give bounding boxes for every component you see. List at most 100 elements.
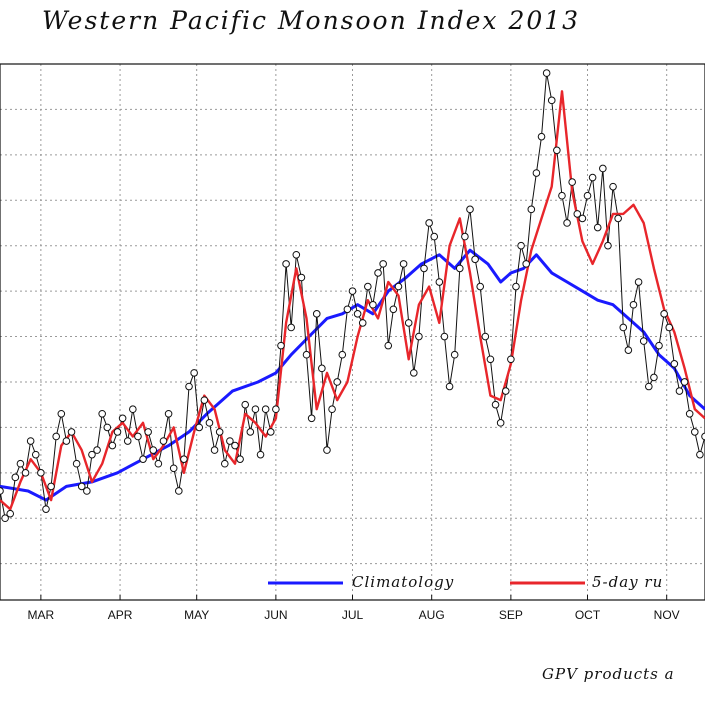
x-tick-label: MAR — [28, 608, 55, 622]
daily-point — [16, 459, 25, 468]
daily-point — [302, 350, 311, 359]
daily-point — [343, 305, 352, 314]
daily-point — [624, 346, 633, 354]
daily-point — [404, 319, 413, 327]
legend: Climatology 5-day ru — [268, 573, 663, 591]
daily-point — [609, 182, 617, 191]
daily-point — [410, 369, 418, 377]
daily-point — [650, 373, 658, 382]
daily-point — [180, 455, 188, 463]
daily-point — [675, 387, 684, 395]
daily-point — [685, 409, 694, 418]
daily-point — [578, 214, 587, 223]
daily-point — [312, 310, 321, 318]
daily-point — [26, 437, 35, 445]
footer-credit: GPV products a — [542, 665, 675, 683]
running-mean-series — [0, 90, 705, 511]
daily-point — [440, 332, 449, 341]
daily-point — [634, 278, 643, 286]
daily-point — [139, 455, 147, 463]
x-tick-label: NOV — [654, 608, 680, 622]
daily-point — [67, 428, 76, 436]
daily-point — [522, 260, 530, 268]
daily-point — [690, 428, 699, 436]
daily-point — [593, 223, 602, 232]
daily-point — [129, 405, 137, 414]
daily-point — [292, 250, 301, 259]
daily-point — [21, 469, 30, 477]
daily-point — [1, 514, 9, 523]
daily-point — [144, 428, 152, 436]
daily-point — [553, 146, 561, 155]
daily-point — [37, 469, 45, 477]
daily-point — [103, 423, 112, 432]
chart-title: Western Pacific Monsoon Index 2013 — [42, 6, 581, 35]
daily-point — [241, 400, 250, 409]
daily-point — [461, 232, 469, 241]
daily-point — [563, 219, 571, 227]
daily-point — [185, 382, 193, 391]
daily-point — [369, 300, 377, 309]
daily-point — [98, 409, 106, 418]
daily-point — [77, 482, 86, 491]
daily-point — [670, 359, 679, 368]
daily-point — [62, 437, 71, 445]
daily-point — [701, 432, 705, 441]
daily-point — [537, 132, 546, 141]
x-tick-label: JUN — [264, 608, 287, 622]
daily-point — [491, 400, 500, 409]
daily-point — [134, 432, 142, 441]
daily-point — [88, 450, 96, 459]
daily-point — [42, 505, 50, 513]
daily-point — [415, 332, 423, 341]
daily-point — [496, 419, 505, 427]
x-tick-label: MAY — [184, 608, 209, 622]
daily-point — [573, 210, 582, 218]
daily-point — [517, 241, 525, 250]
daily-point — [261, 405, 270, 414]
daily-point — [93, 446, 101, 454]
daily-point — [231, 441, 239, 450]
daily-point — [558, 191, 566, 200]
daily-point — [639, 337, 648, 345]
daily-point — [108, 441, 117, 450]
legend-label-climatology: Climatology — [352, 573, 454, 591]
daily-point — [154, 459, 163, 468]
daily-point — [348, 287, 357, 295]
daily-point — [450, 350, 459, 359]
daily-point — [277, 341, 285, 350]
daily-point — [486, 355, 495, 364]
x-tick-label: SEP — [499, 608, 523, 622]
daily-point — [547, 96, 556, 105]
daily-point — [614, 214, 622, 223]
daily-point — [164, 409, 173, 418]
daily-point — [169, 464, 178, 473]
daily-point — [118, 414, 127, 423]
daily-point — [215, 428, 224, 436]
daily-point — [72, 459, 81, 468]
daily-point — [175, 487, 183, 495]
daily-point — [568, 178, 576, 186]
daily-point — [542, 69, 551, 77]
daily-point — [665, 323, 674, 332]
daily-point — [123, 437, 132, 445]
daily-point — [338, 350, 347, 359]
daily-point — [420, 264, 428, 273]
daily-point — [583, 191, 592, 200]
daily-point — [481, 332, 490, 341]
daily-point — [83, 487, 91, 495]
x-axis-ticks: MAR APR MAY JUN JUL AUG SEP OCT NOV — [28, 595, 680, 622]
daily-point — [57, 409, 66, 418]
daily-point — [210, 446, 219, 454]
daily-point — [445, 382, 454, 391]
daily-point — [512, 282, 520, 291]
daily-point — [251, 405, 260, 414]
daily-point — [31, 450, 40, 459]
daily-point — [6, 509, 15, 518]
daily-point — [425, 219, 433, 227]
legend-label-running-mean: 5-day ru — [592, 573, 663, 591]
daily-point — [297, 273, 306, 282]
daily-point — [399, 260, 408, 268]
daily-point — [680, 378, 689, 386]
daily-point — [52, 432, 60, 441]
